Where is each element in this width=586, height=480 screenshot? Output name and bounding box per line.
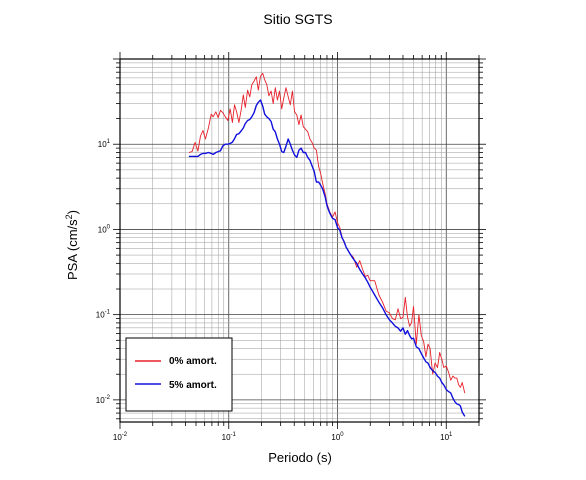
- x-tick-label-base: 10: [440, 433, 449, 442]
- plot-frame: [119, 58, 480, 423]
- x-tick-label: 101: [440, 432, 453, 442]
- x-tick-label-exponent: -1: [231, 432, 237, 438]
- y-axis-label-close: ): [65, 210, 80, 214]
- y-tick-label: 101: [98, 139, 111, 149]
- series-layer: [188, 72, 466, 417]
- y-axis-label-main: PSA (cm/s: [65, 219, 80, 280]
- chart-title: Sitio SGTS: [263, 11, 332, 27]
- x-tick-label-base: 10: [331, 433, 340, 442]
- x-tick-labels: 10-2 10-1 100 101: [113, 432, 453, 442]
- y-tick-label-base: 10: [96, 396, 105, 405]
- x-tick-label: 100: [331, 432, 344, 442]
- x-tick-label-base: 10: [113, 433, 122, 442]
- x-tick-label: 10-1: [222, 432, 237, 442]
- grid: [119, 58, 480, 422]
- y-tick-label-base: 10: [98, 140, 107, 149]
- x-tick-label: 10-2: [113, 432, 128, 442]
- x-tick-label-exponent: 0: [340, 432, 344, 438]
- y-axis-label-superscript: 2: [64, 214, 74, 219]
- legend: 0% amort. 5% amort.: [125, 337, 233, 412]
- series-line-5pct-damping: [188, 99, 466, 417]
- y-tick-label-exponent: -2: [105, 395, 111, 401]
- y-tick-label: 10-1: [96, 310, 111, 320]
- x-axis-label: Periodo (s): [268, 450, 332, 465]
- x-tick-label-base: 10: [222, 433, 231, 442]
- x-tick-label-exponent: -2: [122, 432, 128, 438]
- axis-ticks: [113, 52, 486, 429]
- y-tick-label: 100: [98, 224, 111, 234]
- y-tick-label-exponent: 0: [107, 224, 111, 230]
- y-axis-label: PSA (cm/s2): [64, 210, 80, 280]
- legend-label-5pct: 5% amort.: [169, 380, 217, 391]
- legend-label-0pct: 0% amort.: [169, 356, 217, 367]
- legend-box: [125, 337, 233, 412]
- y-tick-label-exponent: -1: [105, 310, 111, 316]
- y-tick-label-exponent: 1: [107, 139, 111, 145]
- y-tick-label: 10-2: [96, 395, 111, 405]
- series-line-0pct-damping: [188, 72, 466, 394]
- y-tick-label-base: 10: [96, 311, 105, 320]
- x-tick-label-exponent: 1: [449, 432, 453, 438]
- y-tick-label-base: 10: [98, 225, 107, 234]
